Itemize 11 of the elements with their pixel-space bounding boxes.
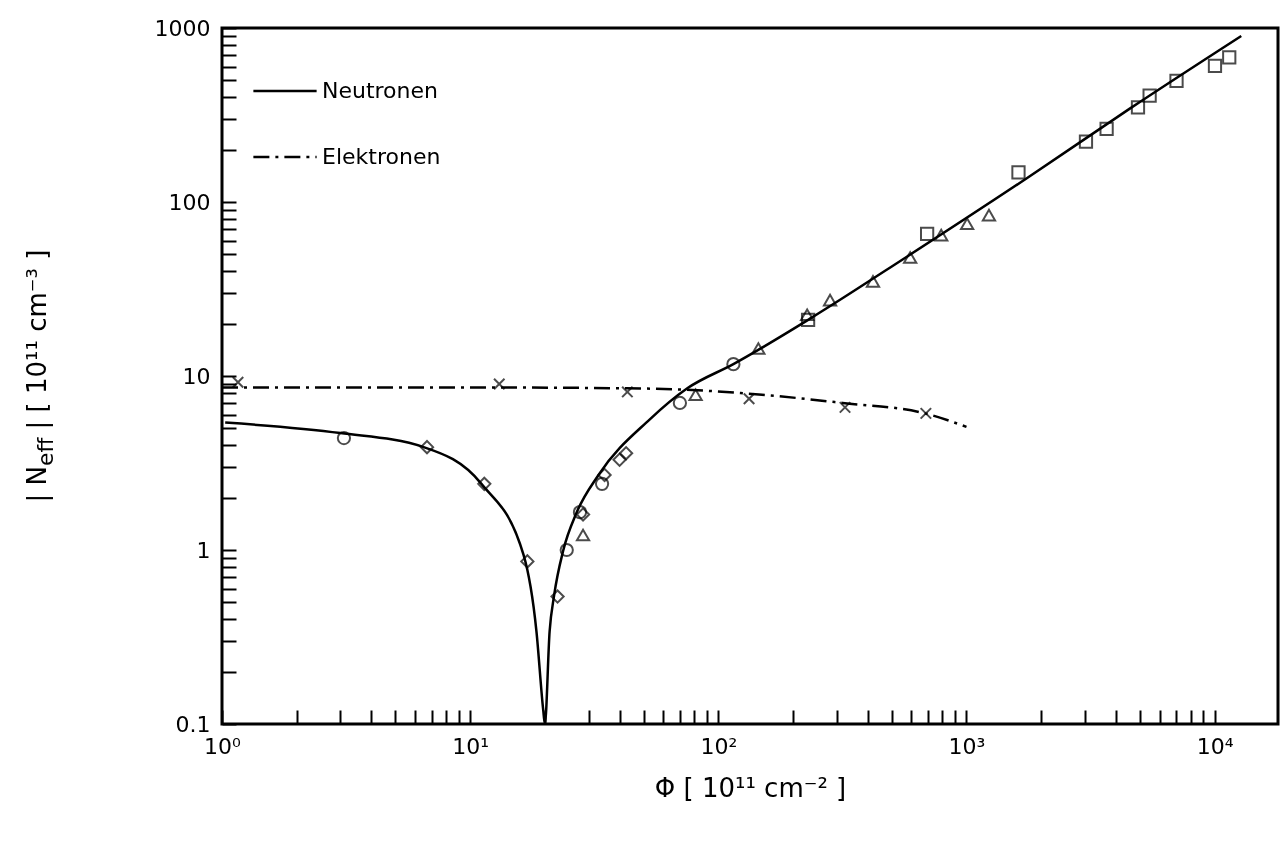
y-tick-label: 100: [168, 189, 211, 215]
x-axis-title: Φ [ 10¹¹ cm⁻² ]: [654, 772, 847, 803]
legend-label: Neutronen: [322, 78, 439, 103]
y-tick-label: 1: [196, 537, 211, 563]
legend-label: Elektronen: [322, 144, 441, 169]
x-tick-label: 10²: [700, 733, 738, 759]
y-tick-label: 10: [182, 363, 211, 389]
x-tick-label: 10⁴: [1196, 733, 1234, 759]
y-tick-label: 1000: [154, 15, 211, 41]
x-tick-label: 10¹: [452, 733, 490, 759]
x-tick-label: 10³: [948, 733, 986, 759]
